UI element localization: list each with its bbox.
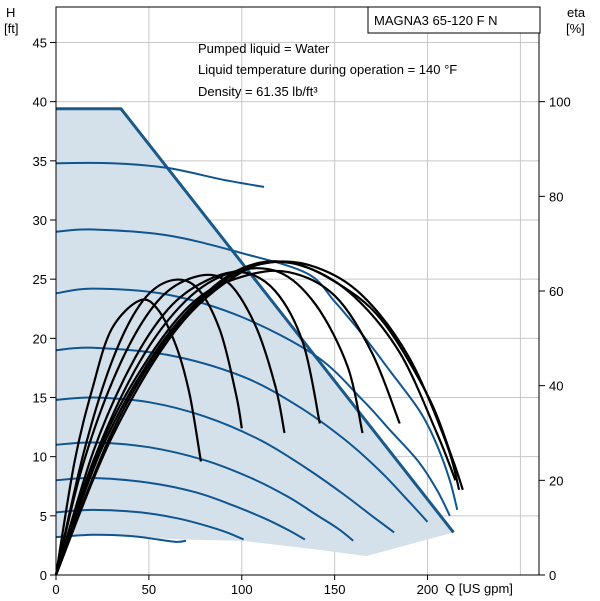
y2-tick-label: 80 <box>549 189 563 204</box>
y-tick-label: 15 <box>33 391 47 406</box>
annotation-density: Density = 61.35 lb/ft³ <box>198 84 318 99</box>
y2-axis-label: eta <box>567 5 586 20</box>
y-axis-unit: [ft] <box>4 21 18 36</box>
efficiency-curve <box>54 270 321 576</box>
head-curve <box>55 287 451 517</box>
y-tick-label: 0 <box>40 568 47 583</box>
efficiency-curves <box>54 260 464 576</box>
chart-title: MAGNA3 65-120 F N <box>374 13 498 28</box>
head-curve <box>55 228 459 511</box>
annotation-temperature: Liquid temperature during operation = 14… <box>198 62 457 77</box>
efficiency-curve <box>54 273 286 576</box>
y2-tick-label: 0 <box>549 568 556 583</box>
head-curve <box>55 533 187 543</box>
y-tick-label: 35 <box>33 154 47 169</box>
y2-tick-label: 100 <box>549 95 571 110</box>
efficiency-curve <box>54 269 401 576</box>
y-tick-label: 45 <box>33 36 47 51</box>
head-curve <box>56 107 455 534</box>
efficiency-curve <box>54 260 464 576</box>
y-axis-label: H <box>6 5 15 20</box>
x-tick-label: 0 <box>52 582 59 597</box>
y-tick-label: 30 <box>33 213 47 228</box>
head-curve <box>55 396 395 534</box>
y-tick-label: 40 <box>33 95 47 110</box>
y2-tick-label: 60 <box>549 284 563 299</box>
y2-tick-label: 20 <box>549 473 563 488</box>
y-tick-label: 10 <box>33 450 47 465</box>
x-tick-label: 50 <box>142 582 156 597</box>
x-axis-label: Q [US gpm] <box>445 581 513 596</box>
y-tick-label: 20 <box>33 331 47 346</box>
x-tick-label: 150 <box>324 582 346 597</box>
x-tick-label: 200 <box>417 582 439 597</box>
y-tick-label: 5 <box>40 509 47 524</box>
annotation-liquid: Pumped liquid = Water <box>198 41 330 56</box>
title-box <box>367 6 541 34</box>
x-tick-label: 100 <box>231 582 253 597</box>
operating-envelope <box>56 108 454 557</box>
axis-ticks: 0 50 100 150 200 0 5 10 15 20 25 30 35 40 45 0 20 40 60 80 1… <box>33 36 571 598</box>
head-curve <box>55 161 265 188</box>
efficiency-curve <box>54 267 364 576</box>
y2-axis-unit: [%] <box>566 21 585 36</box>
head-curve <box>55 346 429 523</box>
efficiency-curve <box>54 278 243 576</box>
y2-tick-label: 40 <box>549 379 563 394</box>
y-tick-label: 25 <box>33 272 47 287</box>
head-curve <box>55 476 306 541</box>
head-curve <box>55 508 244 541</box>
efficiency-curve <box>54 298 202 576</box>
